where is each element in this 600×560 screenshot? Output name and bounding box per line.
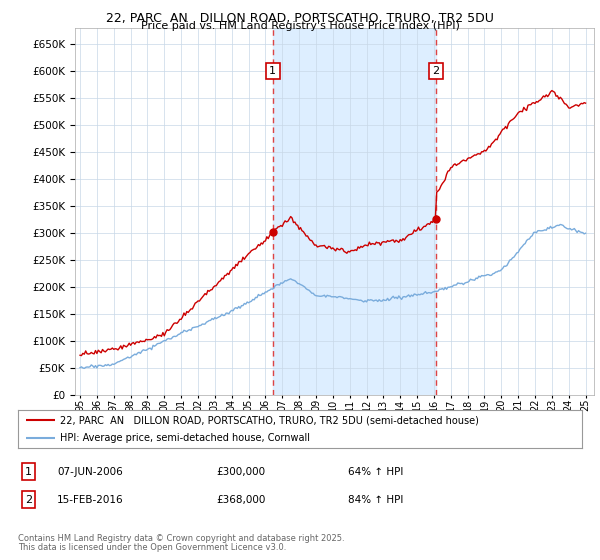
Text: HPI: Average price, semi-detached house, Cornwall: HPI: Average price, semi-detached house,…: [60, 433, 310, 443]
Text: This data is licensed under the Open Government Licence v3.0.: This data is licensed under the Open Gov…: [18, 543, 286, 552]
Text: 2: 2: [25, 494, 32, 505]
Text: 22, PARC  AN   DILLON ROAD, PORTSCATHO, TRURO, TR2 5DU (semi-detached house): 22, PARC AN DILLON ROAD, PORTSCATHO, TRU…: [60, 415, 479, 425]
Text: 07-JUN-2006: 07-JUN-2006: [57, 466, 123, 477]
Bar: [273, 28, 436, 395]
Text: Contains HM Land Registry data © Crown copyright and database right 2025.: Contains HM Land Registry data © Crown c…: [18, 534, 344, 543]
Text: 22, PARC  AN   DILLON ROAD, PORTSCATHO, TRURO, TR2 5DU: 22, PARC AN DILLON ROAD, PORTSCATHO, TRU…: [106, 12, 494, 25]
Text: £300,000: £300,000: [216, 466, 265, 477]
Text: 2: 2: [433, 66, 440, 76]
Text: 64% ↑ HPI: 64% ↑ HPI: [348, 466, 403, 477]
Text: 15-FEB-2016: 15-FEB-2016: [57, 494, 124, 505]
Text: 1: 1: [269, 66, 277, 76]
Text: £368,000: £368,000: [216, 494, 265, 505]
Text: Price paid vs. HM Land Registry's House Price Index (HPI): Price paid vs. HM Land Registry's House …: [140, 21, 460, 31]
Text: 1: 1: [25, 466, 32, 477]
Text: 84% ↑ HPI: 84% ↑ HPI: [348, 494, 403, 505]
